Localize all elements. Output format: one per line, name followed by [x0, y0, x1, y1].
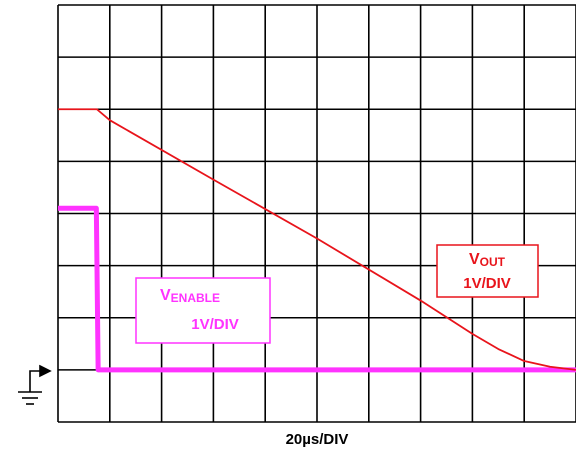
venable-label-box	[135, 277, 271, 344]
x-axis-label: 20µs/DIV	[286, 431, 349, 448]
vout-scale: 1V/DIV	[463, 275, 511, 292]
vout-label: VOUT	[469, 251, 506, 269]
trace	[58, 205, 576, 373]
venable-label: VENABLE	[160, 287, 220, 305]
ground-symbol	[18, 364, 52, 405]
ground-arrow	[39, 364, 52, 378]
traces	[58, 108, 576, 373]
grid	[57, 4, 576, 423]
trace	[58, 108, 576, 371]
venable-scale: 1V/DIV	[191, 316, 239, 333]
vout-label-box	[436, 244, 539, 298]
